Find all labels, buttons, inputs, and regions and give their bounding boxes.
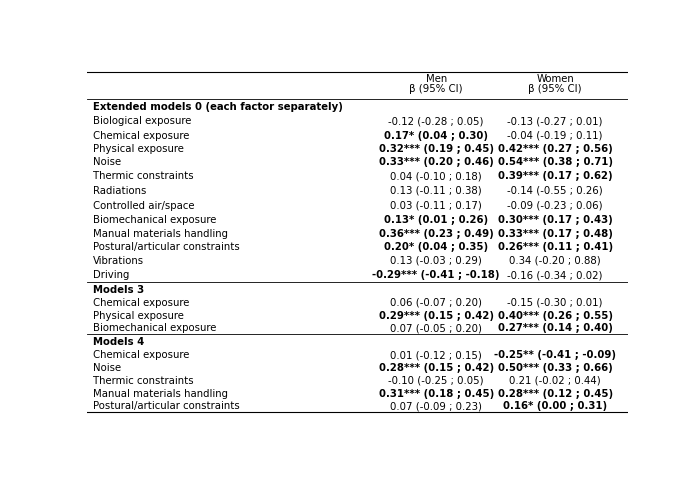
Text: Postural/articular constraints: Postural/articular constraints: [93, 401, 239, 411]
Text: Noise: Noise: [93, 157, 121, 167]
Text: 0.30*** (0.17 ; 0.43): 0.30*** (0.17 ; 0.43): [498, 215, 613, 225]
Text: 0.27*** (0.14 ; 0.40): 0.27*** (0.14 ; 0.40): [498, 323, 613, 333]
Text: 0.32*** (0.19 ; 0.45): 0.32*** (0.19 ; 0.45): [378, 144, 493, 154]
Text: -0.15 (-0.30 ; 0.01): -0.15 (-0.30 ; 0.01): [507, 298, 603, 308]
Text: 0.06 (-0.07 ; 0.20): 0.06 (-0.07 ; 0.20): [390, 298, 482, 308]
Text: 0.07 (-0.09 ; 0.23): 0.07 (-0.09 ; 0.23): [390, 401, 482, 411]
Text: -0.12 (-0.28 ; 0.05): -0.12 (-0.28 ; 0.05): [388, 116, 484, 126]
Text: -0.10 (-0.25 ; 0.05): -0.10 (-0.25 ; 0.05): [388, 376, 484, 386]
Text: 0.54*** (0.38 ; 0.71): 0.54*** (0.38 ; 0.71): [498, 157, 613, 167]
Text: Biomechanical exposure: Biomechanical exposure: [93, 323, 216, 333]
Text: Thermic constraints: Thermic constraints: [93, 376, 193, 386]
Text: 0.04 (-0.10 ; 0.18): 0.04 (-0.10 ; 0.18): [390, 171, 482, 181]
Text: 0.40*** (0.26 ; 0.55): 0.40*** (0.26 ; 0.55): [498, 311, 613, 320]
Text: Extended models 0 (each factor separately): Extended models 0 (each factor separatel…: [93, 102, 343, 112]
Text: 0.36*** (0.23 ; 0.49): 0.36*** (0.23 ; 0.49): [379, 229, 493, 239]
Text: Postural/articular constraints: Postural/articular constraints: [93, 242, 239, 252]
Text: 0.21 (-0.02 ; 0.44): 0.21 (-0.02 ; 0.44): [510, 376, 601, 386]
Text: Vibrations: Vibrations: [93, 256, 144, 266]
Text: 0.50*** (0.33 ; 0.66): 0.50*** (0.33 ; 0.66): [498, 363, 613, 373]
Text: Biomechanical exposure: Biomechanical exposure: [93, 215, 216, 225]
Text: 0.17* (0.04 ; 0.30): 0.17* (0.04 ; 0.30): [384, 131, 488, 141]
Text: -0.16 (-0.34 ; 0.02): -0.16 (-0.34 ; 0.02): [507, 270, 603, 280]
Text: 0.13* (0.01 ; 0.26): 0.13* (0.01 ; 0.26): [384, 215, 488, 225]
Text: Driving: Driving: [93, 270, 129, 280]
Text: Biological exposure: Biological exposure: [93, 116, 191, 126]
Text: -0.09 (-0.23 ; 0.06): -0.09 (-0.23 ; 0.06): [507, 201, 603, 211]
Text: Chemical exposure: Chemical exposure: [93, 350, 189, 360]
Text: -0.25** (-0.41 ; -0.09): -0.25** (-0.41 ; -0.09): [494, 350, 616, 360]
Text: 0.01 (-0.12 ; 0.15): 0.01 (-0.12 ; 0.15): [390, 350, 482, 360]
Text: 0.39*** (0.17 ; 0.62): 0.39*** (0.17 ; 0.62): [498, 171, 612, 181]
Text: -0.13 (-0.27 ; 0.01): -0.13 (-0.27 ; 0.01): [507, 116, 603, 126]
Text: Physical exposure: Physical exposure: [93, 144, 184, 154]
Text: Chemical exposure: Chemical exposure: [93, 131, 189, 141]
Text: 0.29*** (0.15 ; 0.42): 0.29*** (0.15 ; 0.42): [378, 311, 493, 320]
Text: -0.29*** (-0.41 ; -0.18): -0.29*** (-0.41 ; -0.18): [373, 270, 500, 280]
Text: 0.26*** (0.11 ; 0.41): 0.26*** (0.11 ; 0.41): [498, 242, 613, 252]
Text: 0.28*** (0.12 ; 0.45): 0.28*** (0.12 ; 0.45): [498, 388, 613, 398]
Text: Men: Men: [426, 74, 447, 84]
Text: 0.13 (-0.03 ; 0.29): 0.13 (-0.03 ; 0.29): [390, 256, 482, 266]
Text: 0.03 (-0.11 ; 0.17): 0.03 (-0.11 ; 0.17): [390, 201, 482, 211]
Text: 0.31*** (0.18 ; 0.45): 0.31*** (0.18 ; 0.45): [378, 388, 493, 398]
Text: 0.07 (-0.05 ; 0.20): 0.07 (-0.05 ; 0.20): [390, 323, 482, 333]
Text: β (95% CI): β (95% CI): [528, 84, 582, 94]
Text: 0.20* (0.04 ; 0.35): 0.20* (0.04 ; 0.35): [384, 242, 488, 252]
Text: 0.33*** (0.17 ; 0.48): 0.33*** (0.17 ; 0.48): [498, 229, 613, 239]
Text: Controlled air/space: Controlled air/space: [93, 201, 194, 211]
Text: -0.14 (-0.55 ; 0.26): -0.14 (-0.55 ; 0.26): [507, 186, 603, 196]
Text: Thermic constraints: Thermic constraints: [93, 171, 193, 181]
Text: -0.04 (-0.19 ; 0.11): -0.04 (-0.19 ; 0.11): [507, 131, 603, 141]
Text: Noise: Noise: [93, 363, 121, 373]
Text: Physical exposure: Physical exposure: [93, 311, 184, 320]
Text: 0.28*** (0.15 ; 0.42): 0.28*** (0.15 ; 0.42): [378, 363, 493, 373]
Text: Manual materials handling: Manual materials handling: [93, 229, 228, 239]
Text: Manual materials handling: Manual materials handling: [93, 388, 228, 398]
Text: 0.34 (-0.20 ; 0.88): 0.34 (-0.20 ; 0.88): [510, 256, 601, 266]
Text: Models 4: Models 4: [93, 337, 144, 347]
Text: Women: Women: [536, 74, 574, 84]
Text: Models 3: Models 3: [93, 285, 144, 295]
Text: 0.13 (-0.11 ; 0.38): 0.13 (-0.11 ; 0.38): [390, 186, 482, 196]
Text: Chemical exposure: Chemical exposure: [93, 298, 189, 308]
Text: 0.33*** (0.20 ; 0.46): 0.33*** (0.20 ; 0.46): [379, 157, 493, 167]
Text: 0.16* (0.00 ; 0.31): 0.16* (0.00 ; 0.31): [503, 401, 607, 411]
Text: β (95% CI): β (95% CI): [409, 84, 463, 94]
Text: 0.42*** (0.27 ; 0.56): 0.42*** (0.27 ; 0.56): [498, 144, 613, 154]
Text: Radiations: Radiations: [93, 186, 146, 196]
